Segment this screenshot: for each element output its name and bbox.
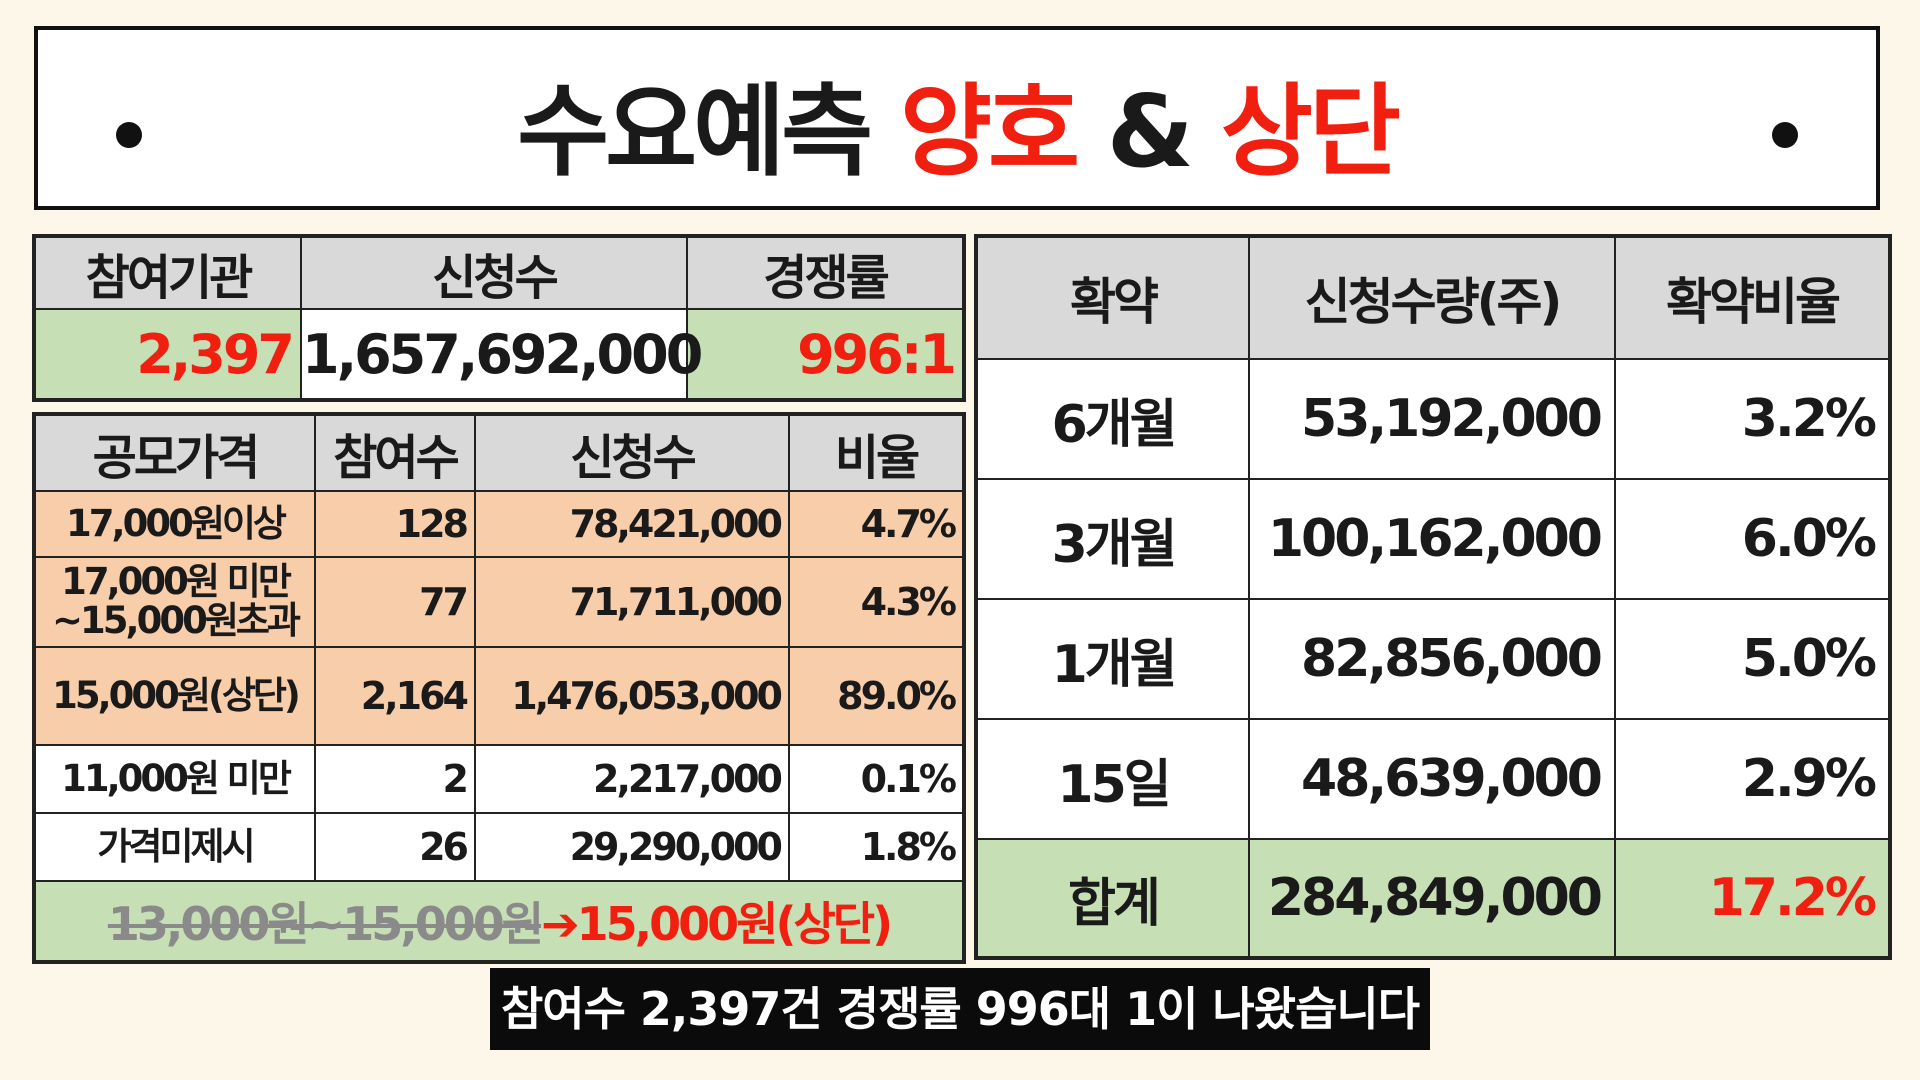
title-part-upper-band: 상단	[1220, 73, 1401, 190]
lockup-qty: 82,856,000	[1248, 598, 1616, 720]
table-row: 15일 48,639,000 2.9%	[976, 718, 1890, 840]
table-row: 1개월 82,856,000 5.0%	[976, 598, 1890, 720]
caption-subtitle: 참여수 2,397건 경쟁률 996대 1이 나왔습니다	[490, 968, 1430, 1050]
lockup-table: 확약 신청수량(주) 확약비율 6개월 53,192,000 3.2% 3개월 …	[974, 234, 1892, 960]
bid-ratio: 4.3%	[788, 556, 964, 648]
lockup-header-qty: 신청수량(주)	[1248, 236, 1616, 360]
bullet-dot-right-icon	[1772, 122, 1798, 148]
lockup-qty: 100,162,000	[1248, 478, 1616, 600]
bid-price-label: 17,000원이상	[34, 490, 316, 558]
bullet-dot-left-icon	[116, 122, 142, 148]
bids-header-ratio: 비율	[788, 414, 964, 492]
lockup-period: 3개월	[976, 478, 1250, 600]
price-band-note-row: 13,000원~15,000원➔15,000원(상단)	[34, 880, 964, 962]
bid-count: 128	[314, 490, 476, 558]
lockup-period: 1개월	[976, 598, 1250, 720]
lockup-period: 6개월	[976, 358, 1250, 480]
bid-ratio: 4.7%	[788, 490, 964, 558]
final-price: 15,000원(상단)	[576, 897, 894, 951]
bid-ratio: 0.1%	[788, 744, 964, 814]
bid-price-label: 11,000원 미만	[34, 744, 316, 814]
table-row: 15,000원(상단) 2,164 1,476,053,000 89.0%	[34, 646, 964, 746]
bid-count: 2,164	[314, 646, 476, 746]
bid-ratio: 89.0%	[788, 646, 964, 746]
table-row: 17,000원이상 128 78,421,000 4.7%	[34, 490, 964, 558]
table-row: 17,000원 미만 ~15,000원초과 77 71,711,000 4.3%	[34, 556, 964, 648]
lockup-ratio: 6.0%	[1614, 478, 1890, 600]
price-band-note: 13,000원~15,000원➔15,000원(상단)	[34, 880, 964, 962]
title-part-ampersand: &	[1106, 73, 1194, 190]
table-row: 6개월 53,192,000 3.2%	[976, 358, 1890, 480]
bid-count: 26	[314, 812, 476, 882]
lockup-ratio: 5.0%	[1614, 598, 1890, 720]
bids-header-qty: 신청수	[474, 414, 790, 492]
title-part-good: 양호	[899, 73, 1080, 190]
table-row: 3개월 100,162,000 6.0%	[976, 478, 1890, 600]
lockup-ratio: 3.2%	[1614, 358, 1890, 480]
lockup-ratio: 2.9%	[1614, 718, 1890, 840]
title-banner: 수요예측 양호 & 상단	[34, 26, 1880, 210]
summary-table: 참여기관 신청수 경쟁률 2,397 1,657,692,000 996:1	[32, 234, 966, 402]
bid-qty: 78,421,000	[474, 490, 790, 558]
lockup-total-row: 합계 284,849,000 17.2%	[976, 838, 1890, 958]
old-price-band: 13,000원~15,000원	[107, 897, 544, 951]
summary-header-institutions: 참여기관	[34, 236, 302, 310]
bid-qty: 2,217,000	[474, 744, 790, 814]
summary-subscriptions-value: 1,657,692,000	[300, 308, 703, 400]
bid-price-table: 공모가격 참여수 신청수 비율 17,000원이상 128 78,421,000…	[32, 412, 966, 964]
page-title: 수요예측 양호 & 상단	[38, 82, 1876, 182]
lockup-total-label: 합계	[976, 838, 1250, 958]
bids-header-count: 참여수	[314, 414, 476, 492]
bid-ratio: 1.8%	[788, 812, 964, 882]
lockup-period: 15일	[976, 718, 1250, 840]
title-part-demand-forecast: 수요예측	[517, 73, 873, 190]
table-row: 가격미제시 26 29,290,000 1.8%	[34, 812, 964, 882]
bid-qty: 29,290,000	[474, 812, 790, 882]
lockup-header-ratio: 확약비율	[1614, 236, 1890, 360]
bid-price-label: 17,000원 미만 ~15,000원초과	[34, 556, 316, 648]
bid-price-label: 15,000원(상단)	[34, 646, 316, 746]
bid-qty: 71,711,000	[474, 556, 790, 648]
bid-price-label: 가격미제시	[34, 812, 316, 882]
lockup-total-qty: 284,849,000	[1248, 838, 1616, 958]
lockup-header-period: 확약	[976, 236, 1250, 360]
bids-header-price: 공모가격	[34, 414, 316, 492]
bid-count: 2	[314, 744, 476, 814]
table-row: 11,000원 미만 2 2,217,000 0.1%	[34, 744, 964, 814]
lockup-qty: 48,639,000	[1248, 718, 1616, 840]
summary-header-competition: 경쟁률	[686, 236, 964, 310]
summary-institutions-value: 2,397	[34, 308, 302, 400]
bid-count: 77	[314, 556, 476, 648]
summary-competition-value: 996:1	[686, 308, 964, 400]
arrow-right-icon: ➔	[541, 897, 580, 951]
lockup-qty: 53,192,000	[1248, 358, 1616, 480]
lockup-total-ratio: 17.2%	[1614, 838, 1890, 958]
bid-qty: 1,476,053,000	[474, 646, 790, 746]
summary-header-subscriptions: 신청수	[300, 236, 688, 310]
